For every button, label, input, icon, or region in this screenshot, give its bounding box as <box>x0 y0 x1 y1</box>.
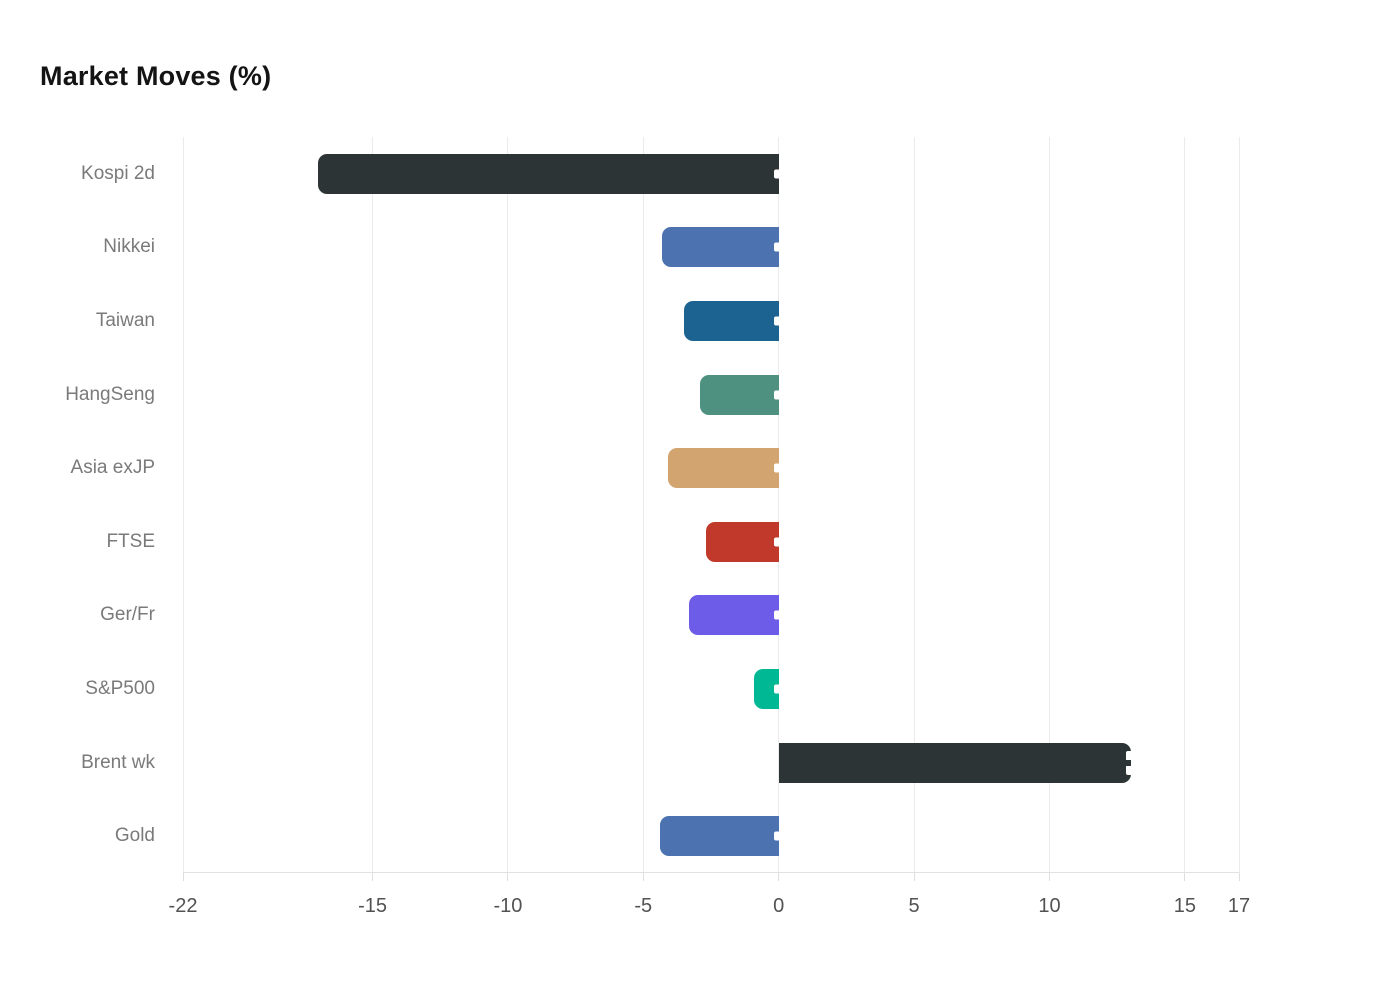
x-axis-tick-label: 15 <box>1173 895 1196 917</box>
x-axis-tick-label: -22 <box>168 895 198 917</box>
y-axis-category-label: Taiwan <box>95 310 155 331</box>
x-axis-tick-label: -15 <box>358 895 387 917</box>
x-gridline <box>913 137 915 873</box>
x-axis-tick-label: 10 <box>1038 895 1061 917</box>
bar-value-marker <box>773 316 779 326</box>
bar <box>659 816 779 857</box>
x-axis-tick-mark <box>1184 873 1186 881</box>
y-axis-category-label: Kospi 2d <box>81 162 155 184</box>
x-axis-tick-mark <box>642 873 644 881</box>
y-axis-category-label: Gold <box>114 825 155 847</box>
x-axis-tick-mark <box>182 873 184 881</box>
bar-value-marker <box>773 537 779 547</box>
y-axis-category-label: Asia exJP <box>70 457 155 479</box>
x-gridline <box>1238 137 1240 873</box>
bar-value-marker <box>773 242 779 252</box>
bar <box>778 742 1131 783</box>
x-axis-tick-mark <box>507 873 509 881</box>
bar-value-marker <box>773 684 779 694</box>
bar-value-marker <box>1125 750 1131 775</box>
x-gridline <box>1184 137 1186 873</box>
bar <box>689 595 779 636</box>
x-axis-tick-mark <box>1238 873 1240 881</box>
bar <box>318 153 779 194</box>
x-axis-line <box>183 872 1239 873</box>
bar <box>667 448 779 489</box>
bar-value-marker <box>773 390 779 400</box>
bar-value-marker <box>773 169 779 179</box>
x-gridline <box>1048 137 1050 873</box>
y-axis-category-label: Nikkei <box>103 236 155 258</box>
x-axis-tick-label: 17 <box>1227 895 1251 917</box>
x-axis-tick-label: 0 <box>773 895 785 917</box>
bar <box>705 521 779 562</box>
bar-value-marker <box>773 610 779 620</box>
bar-value-marker <box>773 831 779 841</box>
x-axis-tick-mark <box>778 873 780 881</box>
x-gridline <box>182 137 184 873</box>
bar <box>683 301 779 341</box>
chart-title: Market Moves (%) <box>40 61 272 91</box>
x-axis-tick-mark <box>372 873 374 881</box>
y-axis-category-label: Ger/Fr <box>100 604 155 626</box>
x-axis-tick-label: -10 <box>493 895 523 917</box>
bar <box>662 227 779 268</box>
x-axis-tick-label: -5 <box>634 895 653 917</box>
bar <box>754 669 779 709</box>
y-axis-category-label: S&P500 <box>85 678 155 699</box>
bar-value-marker <box>773 463 779 473</box>
x-gridline <box>507 137 509 873</box>
x-gridline <box>642 137 644 873</box>
bar <box>700 374 779 415</box>
y-axis-category-label: Brent wk <box>81 751 155 773</box>
y-axis-category-label: HangSeng <box>65 383 155 405</box>
x-gridline <box>372 137 374 873</box>
y-axis-category-label: FTSE <box>106 530 155 552</box>
x-gridline <box>778 137 780 873</box>
x-axis-tick-mark <box>913 873 915 881</box>
x-axis-tick-mark <box>1048 873 1050 881</box>
x-axis-tick-label: 5 <box>908 895 920 917</box>
